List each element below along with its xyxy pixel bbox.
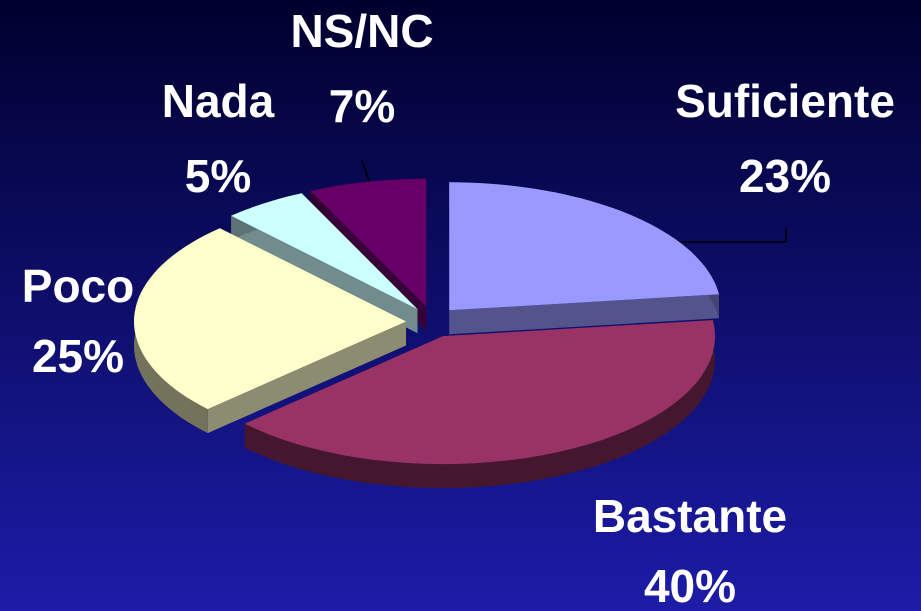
value-label: 40% [644, 560, 736, 611]
slice [244, 320, 716, 465]
slice-edge [244, 320, 716, 489]
slice [231, 193, 418, 310]
slice-label: Nada [162, 75, 275, 127]
slice [310, 178, 427, 307]
slice-side [207, 321, 406, 434]
slice-label: Bastante [593, 490, 787, 542]
slice-label: Suficiente [675, 75, 895, 127]
slice-side [449, 294, 719, 335]
labels: Suficiente 23% Bastante 40% Poco 25% Nada 5% NS/… [22, 5, 895, 611]
value-label: 23% [739, 150, 831, 202]
slice-label: NS/NC [290, 5, 433, 57]
value-label: 7% [329, 80, 395, 132]
slice [134, 228, 406, 410]
pie [134, 178, 719, 489]
slice-side [231, 215, 418, 334]
value-label: 25% [32, 330, 124, 382]
leader-line [670, 228, 787, 243]
slice-label: Poco [22, 260, 134, 312]
value-label: 5% [185, 150, 251, 202]
slice [449, 182, 719, 311]
